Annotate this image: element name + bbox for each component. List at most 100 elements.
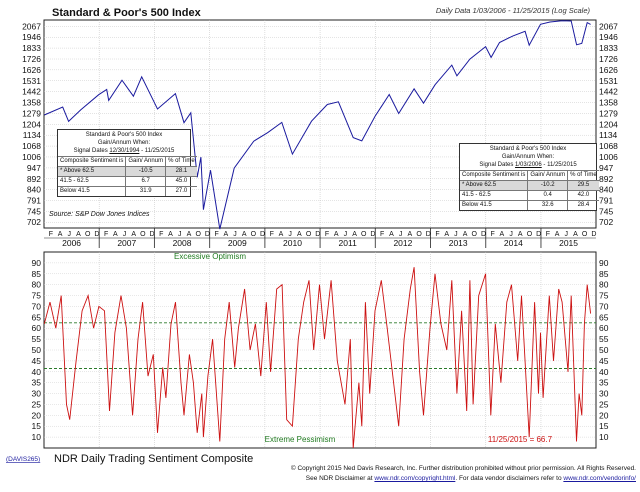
- y-tick-label-right: 892: [599, 174, 613, 184]
- x-month-label: J: [454, 231, 458, 238]
- col-header-time: % of Time: [165, 156, 197, 167]
- upper-chart-subtitle: Daily Data 1/03/2006 - 11/25/2015 (Log S…: [436, 6, 591, 15]
- x-month-label: J: [178, 231, 182, 238]
- y-tick-label-right: 1279: [599, 108, 618, 118]
- y-tick-label-right: 80: [599, 280, 609, 290]
- x-month-label: J: [68, 231, 72, 238]
- x-year-label: 2015: [559, 238, 578, 248]
- x-month-label: A: [242, 231, 247, 238]
- y-tick-label-left: 1204: [22, 119, 41, 129]
- x-month-label: F: [491, 231, 495, 238]
- x-month-label: D: [315, 231, 320, 238]
- y-tick-label-right: 1204: [599, 119, 618, 129]
- x-month-label: J: [288, 231, 292, 238]
- x-year-label: 2006: [62, 238, 81, 248]
- stat-table-subtitle: Gain/Annum When:: [97, 140, 151, 146]
- x-month-label: F: [49, 231, 53, 238]
- row-time: 42.0: [567, 190, 599, 201]
- x-month-label: D: [205, 231, 210, 238]
- y-tick-label-right: 745: [599, 206, 613, 216]
- copyright-text: © Copyright 2015 Ned Davis Research, Inc…: [290, 465, 636, 472]
- x-year-label: 2008: [173, 238, 192, 248]
- y-tick-label-left: 65: [32, 312, 42, 322]
- vendor-link[interactable]: www.ndr.com/vendorinfo/: [563, 475, 636, 482]
- lower-series: [43, 267, 592, 449]
- x-month-label: F: [104, 231, 108, 238]
- x-month-label: A: [555, 231, 560, 238]
- y-tick-label-left: 25: [32, 399, 42, 409]
- y-tick-label-left: 840: [27, 185, 41, 195]
- row-gain: -10.5: [125, 166, 166, 177]
- y-tick-label-left: 1068: [22, 141, 41, 151]
- x-month-label: A: [500, 231, 505, 238]
- y-tick-label-left: 30: [32, 389, 42, 399]
- x-month-label: A: [463, 231, 468, 238]
- report-badge[interactable]: (DAVIS265): [6, 456, 40, 463]
- y-tick-label-left: 745: [27, 206, 41, 216]
- table-row: 41.5 - 62.5 0.4 42.0: [460, 190, 599, 201]
- y-tick-label-right: 65: [599, 312, 609, 322]
- y-tick-label-right: 702: [599, 217, 613, 227]
- y-tick-label-right: 2067: [599, 21, 618, 31]
- y-tick-label-left: 1626: [22, 65, 41, 75]
- col-header-gain: Gain/ Annum: [527, 170, 568, 181]
- x-month-label: A: [444, 231, 449, 238]
- signal-end: - 11/25/2015: [543, 162, 577, 168]
- sp500-line: [44, 20, 591, 230]
- x-month-label: A: [518, 231, 523, 238]
- x-year-label: 2010: [283, 238, 302, 248]
- table-row: * Above 62.5 -10.2 29.5: [460, 180, 599, 191]
- y-tick-label-right: 1626: [599, 65, 618, 75]
- copyright-link[interactable]: www.ndr.com/copyright.html: [374, 475, 456, 482]
- x-month-label: D: [260, 231, 265, 238]
- stat-table-title: Standard & Poor's 500 Index: [85, 132, 163, 138]
- row-label: Below 41.5: [58, 186, 126, 196]
- x-month-label: O: [85, 231, 91, 238]
- stat-table-grid: Composite Sentiment is Gain/ Annum % of …: [58, 156, 197, 196]
- x-month-label: J: [509, 231, 513, 238]
- x-month-label: A: [131, 231, 136, 238]
- x-year-label: 2013: [449, 238, 468, 248]
- table-row: Below 41.5 32.6 28.4: [460, 200, 599, 210]
- signal-prefix: Signal Dates: [73, 148, 108, 154]
- y-tick-label-left: 702: [27, 217, 41, 227]
- footer-disclaimer: See NDR Disclaimer at www.ndr.com/copyri…: [0, 475, 636, 482]
- x-month-label: F: [380, 231, 384, 238]
- y-tick-label-left: 2067: [22, 21, 41, 31]
- col-header-time: % of Time: [567, 170, 599, 181]
- y-tick-label-right: 1442: [599, 87, 618, 97]
- y-tick-label-right: 1068: [599, 141, 618, 151]
- row-time: 29.5: [567, 180, 599, 191]
- row-time: 45.0: [165, 176, 197, 187]
- y-tick-label-right: 90: [599, 258, 609, 268]
- x-year-label: 2007: [117, 238, 136, 248]
- y-tick-label-left: 791: [27, 196, 41, 206]
- stat-table-2006: Standard & Poor's 500 Index Gain/Annum W…: [459, 143, 599, 211]
- stat-table-title: Standard & Poor's 500 Index: [489, 146, 567, 152]
- row-label: 41.5 - 62.5: [58, 176, 126, 187]
- x-month-label: D: [481, 231, 486, 238]
- row-gain: 6.7: [125, 176, 166, 187]
- y-tick-label-right: 10: [599, 432, 609, 442]
- x-month-label: F: [159, 231, 163, 238]
- x-year-label: 2009: [228, 238, 247, 248]
- y-tick-label-right: 75: [599, 291, 609, 301]
- x-month-label: J: [565, 231, 569, 238]
- x-month-label: A: [297, 231, 302, 238]
- y-tick-label-right: 85: [599, 269, 609, 279]
- row-time: 28.4: [567, 200, 599, 210]
- stat-table-signal-dates: Signal Dates 12/30/1994 - 11/25/2015: [58, 147, 190, 155]
- y-tick-label-right: 1006: [599, 152, 618, 162]
- x-month-label: J: [399, 231, 403, 238]
- y-tick-label-right: 947: [599, 163, 613, 173]
- x-year-label: 2014: [504, 238, 523, 248]
- x-month-label: O: [140, 231, 146, 238]
- x-month-label: O: [416, 231, 422, 238]
- y-tick-label-left: 45: [32, 356, 42, 366]
- x-month-label: O: [527, 231, 533, 238]
- row-gain: 31.9: [125, 186, 166, 196]
- signal-prefix: Signal Dates: [479, 162, 514, 168]
